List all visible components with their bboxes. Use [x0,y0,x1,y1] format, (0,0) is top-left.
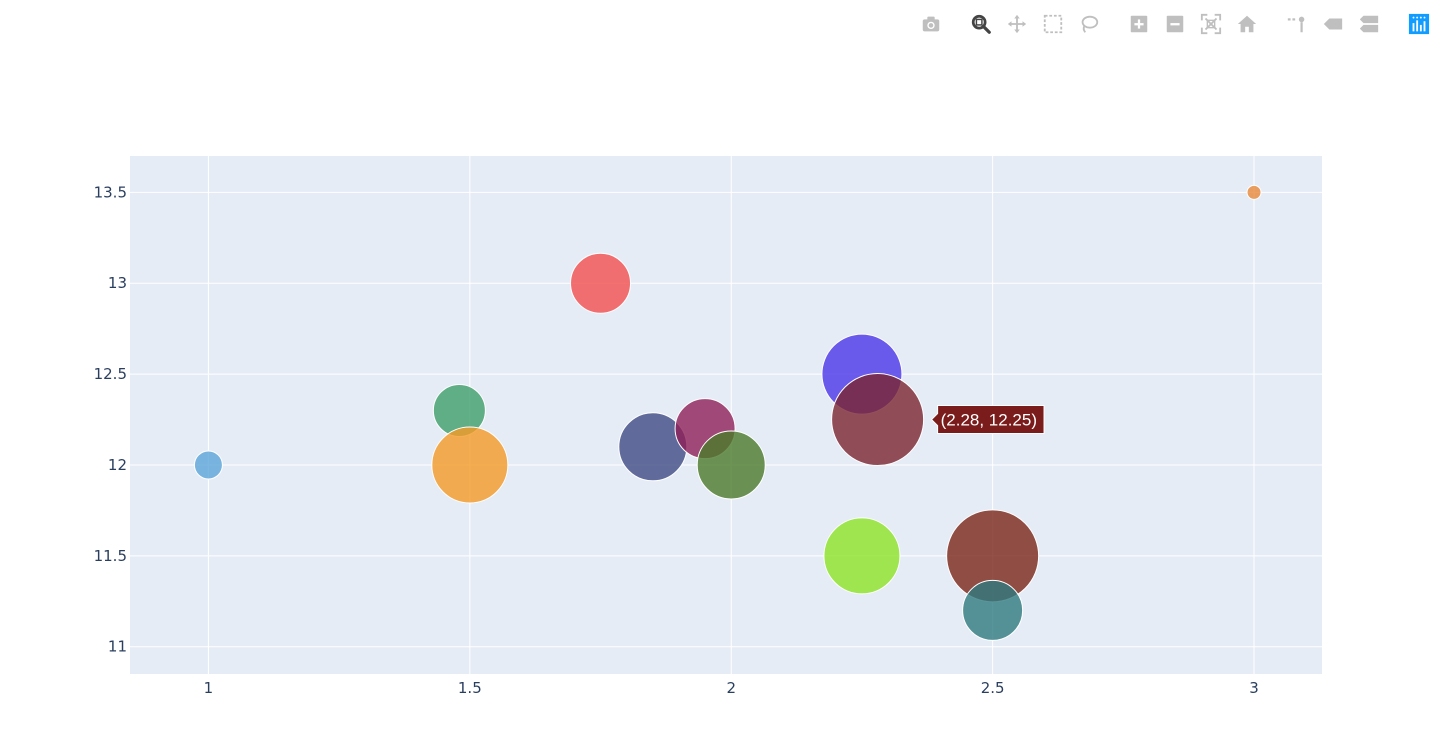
scatter-point[interactable] [1246,184,1262,200]
x-tick-label: 1.5 [458,679,482,697]
zoom-out-icon[interactable] [1161,10,1189,38]
x-tick-label: 3 [1249,679,1259,697]
scatter-point[interactable] [831,373,925,467]
hover-compare-icon[interactable] [1355,10,1383,38]
pan-icon[interactable] [1003,10,1031,38]
y-tick-label: 11 [108,638,127,656]
camera-icon[interactable] [917,10,945,38]
y-tick-label: 12.5 [94,365,127,383]
spike-lines-icon[interactable] [1283,10,1311,38]
autoscale-icon[interactable] [1197,10,1225,38]
scatter-point[interactable] [431,426,509,504]
modebar-group [913,10,949,38]
y-tick-label: 13.5 [94,183,127,201]
y-tick-label: 12 [108,456,127,474]
modebar-group [1279,10,1387,38]
hover-label: (2.28, 12.25) [930,405,1045,435]
x-tick-label: 2.5 [981,679,1005,697]
plotly-logo-icon[interactable] [1405,10,1433,38]
hover-label-text: (2.28, 12.25) [941,411,1037,430]
modebar-group [1121,10,1265,38]
scatter-point[interactable] [823,517,901,595]
reset-axes-icon[interactable] [1233,10,1261,38]
x-tick-label: 2 [726,679,736,697]
zoom-icon[interactable] [967,10,995,38]
scatter-point[interactable] [193,450,223,480]
modebar-group [1401,10,1437,38]
hover-closest-icon[interactable] [1319,10,1347,38]
x-tick-label: 1 [204,679,214,697]
box-select-icon[interactable] [1039,10,1067,38]
scatter-point[interactable] [962,579,1024,641]
lasso-select-icon[interactable] [1075,10,1103,38]
scatter-point[interactable] [570,252,632,314]
zoom-in-icon[interactable] [1125,10,1153,38]
y-tick-label: 13 [108,274,127,292]
modebar-group [963,10,1107,38]
markers [193,184,1262,641]
scatter-point[interactable] [696,430,766,500]
y-tick-label: 11.5 [94,547,127,565]
modebar [899,10,1437,38]
